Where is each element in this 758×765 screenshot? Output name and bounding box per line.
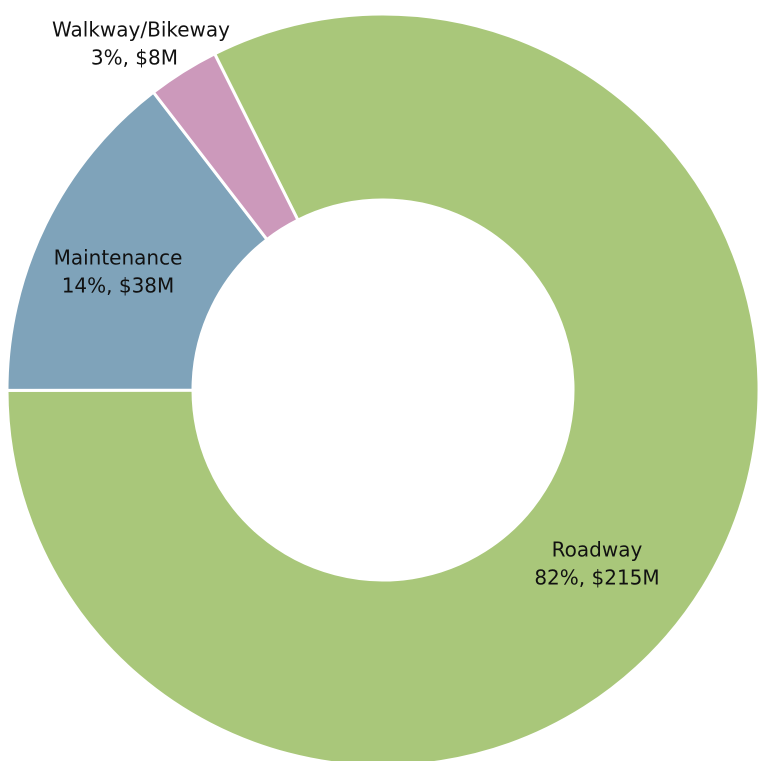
- slice-label: Maintenance: [54, 246, 183, 270]
- slice-label: Walkway/Bikeway: [52, 18, 230, 42]
- donut-slice: [5, 12, 758, 765]
- donut-slice: [5, 90, 270, 392]
- donut-slice: [151, 51, 300, 242]
- slice-value-label: 82%, $215M: [534, 566, 659, 590]
- slice-value-label: 3%, $8M: [91, 46, 178, 70]
- slice-label: Roadway: [552, 538, 643, 562]
- slice-value-label: 14%, $38M: [62, 274, 175, 298]
